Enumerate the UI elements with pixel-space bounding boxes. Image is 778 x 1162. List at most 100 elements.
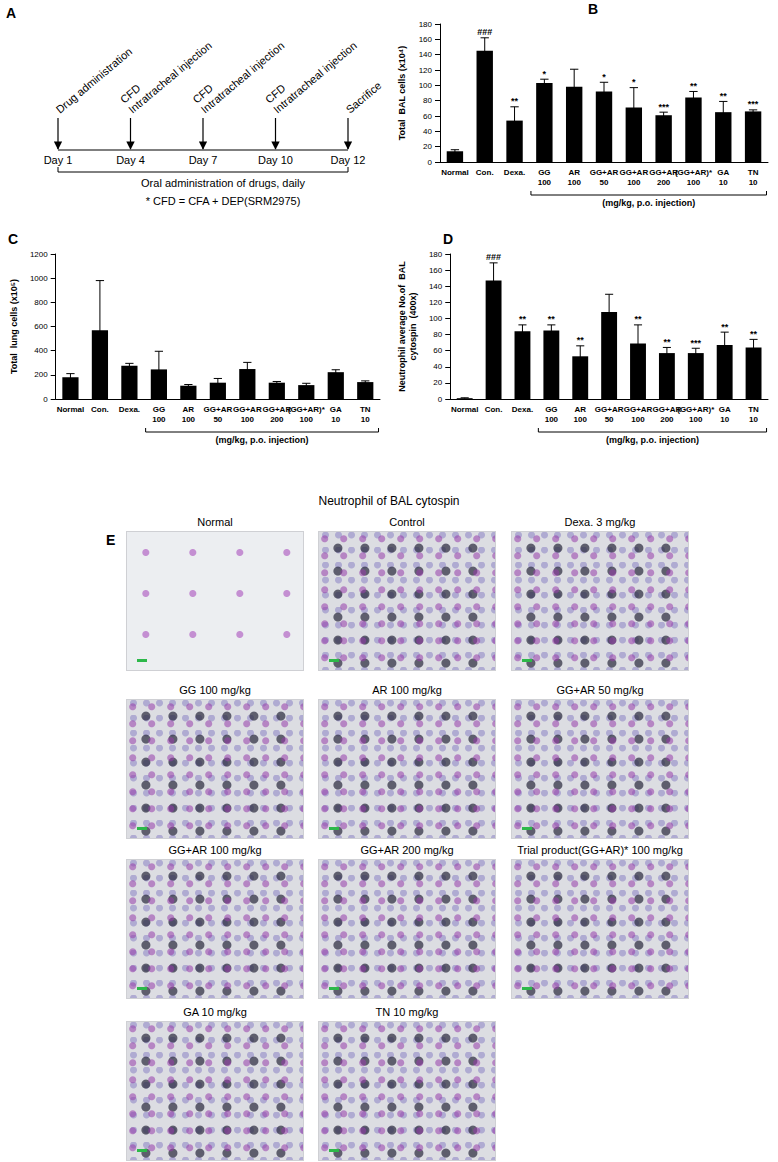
svg-text:GG: GG: [538, 168, 550, 177]
svg-text:Dexa.: Dexa.: [504, 168, 525, 177]
svg-text:**: **: [663, 337, 671, 347]
svg-text:*: *: [602, 72, 606, 82]
svg-text:40: 40: [423, 127, 432, 136]
svg-text:10: 10: [331, 415, 340, 424]
svg-text:0: 0: [43, 395, 48, 404]
svg-text:10: 10: [361, 415, 370, 424]
svg-text:D: D: [443, 231, 453, 247]
svg-text:100: 100: [538, 178, 552, 187]
svg-text:20: 20: [433, 378, 442, 387]
svg-text:Sacrifice: Sacrifice: [344, 79, 384, 115]
svg-text:200: 200: [657, 178, 671, 187]
svg-text:*: *: [543, 69, 547, 79]
svg-text:GG+AR: GG+AR: [590, 168, 619, 177]
svg-text:AR: AR: [574, 405, 586, 414]
svg-text:***: ***: [748, 99, 759, 109]
svg-text:(GG+AR)*: (GG+AR)*: [675, 168, 713, 177]
svg-text:10: 10: [749, 178, 758, 187]
svg-text:***: ***: [691, 338, 702, 348]
svg-text:Normal: Normal: [57, 405, 85, 414]
svg-text:GG+AR: GG+AR: [624, 405, 653, 414]
svg-text:Day 1: Day 1: [44, 154, 73, 166]
svg-text:GA: GA: [330, 405, 342, 414]
svg-text:100: 100: [545, 415, 559, 424]
svg-text:TN: TN: [748, 168, 759, 177]
svg-text:Con.: Con.: [476, 168, 494, 177]
svg-text:Con.: Con.: [91, 405, 109, 414]
svg-text:50: 50: [600, 178, 609, 187]
svg-text:Normal: Normal: [441, 168, 469, 177]
svg-text:GG+AR: GG+AR: [595, 405, 624, 414]
svg-text:140: 140: [419, 50, 433, 59]
svg-text:cytospin (400x): cytospin (400x): [408, 292, 418, 360]
svg-text:* CFD = CFA + DEP(SRM2975): * CFD = CFA + DEP(SRM2975): [146, 195, 301, 207]
svg-text:100: 100: [241, 415, 255, 424]
svg-text:Dexa.: Dexa.: [119, 405, 140, 414]
svg-text:1000: 1000: [30, 274, 48, 283]
svg-text:1200: 1200: [30, 250, 48, 259]
svg-text:**: **: [635, 314, 643, 324]
svg-text:###: ###: [486, 252, 501, 262]
svg-text:200: 200: [660, 415, 674, 424]
svg-text:**: **: [750, 329, 758, 339]
svg-text:**: **: [690, 81, 698, 91]
svg-text:Total lung cells (x10⁵): Total lung cells (x10⁵): [9, 279, 19, 374]
svg-text:(mg/kg, p.o. injection): (mg/kg, p.o. injection): [602, 198, 695, 208]
svg-text:80: 80: [433, 330, 442, 339]
svg-text:80: 80: [423, 96, 432, 105]
svg-text:GG+AR: GG+AR: [204, 405, 233, 414]
svg-text:A: A: [6, 5, 16, 21]
svg-text:B: B: [588, 1, 598, 17]
svg-text:(GG+AR)*: (GG+AR)*: [677, 405, 715, 414]
svg-text:100: 100: [568, 178, 582, 187]
svg-text:AR: AR: [568, 168, 580, 177]
svg-text:100: 100: [574, 415, 588, 424]
svg-text:100: 100: [152, 415, 166, 424]
svg-text:180: 180: [419, 20, 433, 29]
svg-text:Day 7: Day 7: [189, 154, 218, 166]
svg-text:10: 10: [719, 178, 728, 187]
svg-text:100: 100: [419, 81, 433, 90]
svg-text:160: 160: [419, 35, 433, 44]
svg-text:###: ###: [477, 27, 492, 37]
svg-text:100: 100: [182, 415, 196, 424]
svg-text:GG+AR: GG+AR: [649, 168, 678, 177]
svg-text:60: 60: [433, 346, 442, 355]
svg-text:Total BAL cells (x10⁴): Total BAL cells (x10⁴): [397, 46, 407, 141]
svg-text:*: *: [632, 77, 636, 87]
svg-text:Dexa.: Dexa.: [512, 405, 533, 414]
svg-text:C: C: [8, 231, 18, 247]
svg-text:60: 60: [423, 112, 432, 121]
svg-text:100: 100: [687, 178, 701, 187]
svg-text:Con.: Con.: [485, 405, 503, 414]
svg-text:Day 10: Day 10: [258, 154, 293, 166]
svg-text:40: 40: [433, 362, 442, 371]
svg-text:100: 100: [631, 415, 645, 424]
svg-text:**: **: [548, 314, 556, 324]
svg-text:GA: GA: [719, 405, 731, 414]
svg-text:10: 10: [720, 415, 729, 424]
svg-text:200: 200: [270, 415, 284, 424]
svg-text:50: 50: [213, 415, 222, 424]
svg-text:**: **: [721, 322, 729, 332]
svg-text:100: 100: [300, 415, 314, 424]
svg-text:**: **: [511, 96, 519, 106]
svg-text:800: 800: [34, 298, 48, 307]
svg-text:10: 10: [749, 415, 758, 424]
svg-text:TN: TN: [360, 405, 371, 414]
svg-text:0: 0: [428, 158, 433, 167]
svg-text:GG+AR: GG+AR: [233, 405, 262, 414]
svg-text:140: 140: [429, 282, 443, 291]
svg-text:TN: TN: [748, 405, 759, 414]
svg-text:160: 160: [429, 266, 443, 275]
svg-text:100: 100: [627, 178, 641, 187]
svg-text:Neutrophil average No.of BAL: Neutrophil average No.of BAL: [397, 261, 407, 392]
svg-text:600: 600: [34, 322, 48, 331]
svg-text:(mg/kg, p.o. injection): (mg/kg, p.o. injection): [606, 435, 699, 445]
svg-text:***: ***: [658, 102, 669, 112]
svg-text:Drug administration: Drug administration: [54, 45, 135, 115]
svg-text:20: 20: [423, 142, 432, 151]
svg-text:GG+AR: GG+AR: [619, 168, 648, 177]
svg-text:0: 0: [438, 395, 443, 404]
svg-text:100: 100: [429, 314, 443, 323]
